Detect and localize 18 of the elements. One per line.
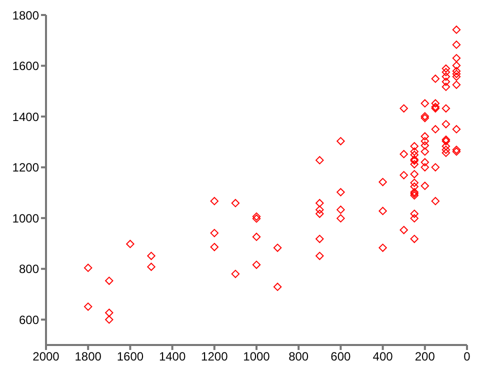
x-tick-label: 0 — [464, 350, 471, 364]
x-tick-label: 1600 — [116, 350, 144, 364]
y-tick-label: 1400 — [12, 110, 40, 124]
x-tick-label: 1800 — [74, 350, 102, 364]
y-tick-label: 1600 — [12, 59, 40, 74]
y-tick-label: 1000 — [12, 211, 40, 226]
x-tick-label: 2000 — [32, 350, 60, 364]
x-tick-label: 400 — [372, 350, 394, 364]
y-tick-label: 600 — [18, 312, 40, 327]
y-tick-label: 800 — [18, 262, 40, 276]
y-tick-label: 1200 — [12, 160, 40, 175]
x-tick-label: 1000 — [243, 350, 270, 364]
x-tick-label: 200 — [414, 350, 436, 364]
x-tick-label: 600 — [330, 350, 352, 364]
y-tick-label: 1800 — [12, 8, 40, 22]
x-tick-label: 800 — [288, 350, 309, 364]
x-tick-label: 1400 — [158, 350, 186, 364]
x-tick-label: 1200 — [201, 350, 228, 364]
